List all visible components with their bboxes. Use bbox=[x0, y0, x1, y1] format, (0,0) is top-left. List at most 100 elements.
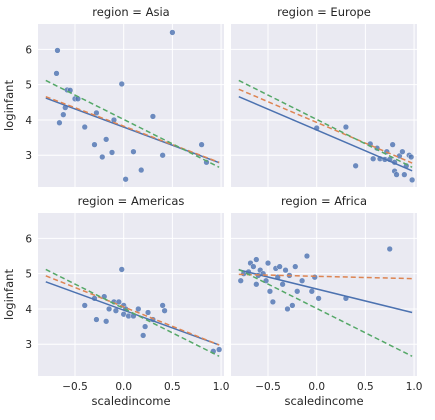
data-point bbox=[342, 123, 350, 131]
data-point bbox=[389, 141, 396, 148]
data-point bbox=[393, 171, 400, 178]
data-point bbox=[216, 346, 223, 353]
data-point bbox=[269, 298, 276, 306]
panel-background bbox=[231, 213, 417, 376]
data-point bbox=[56, 119, 63, 126]
data-point bbox=[118, 266, 125, 273]
data-point bbox=[409, 176, 416, 184]
data-point bbox=[108, 149, 116, 156]
data-point bbox=[135, 305, 142, 313]
x-axis-label: scaledincome bbox=[284, 394, 363, 408]
data-point bbox=[144, 309, 152, 316]
x-tick-label: 0.0 bbox=[115, 381, 132, 393]
x-tick-label: 0.5 bbox=[357, 381, 374, 393]
data-point bbox=[264, 259, 272, 267]
data-point bbox=[142, 323, 149, 330]
data-point bbox=[253, 281, 260, 288]
data-point bbox=[99, 153, 106, 161]
fit-line-orange bbox=[45, 275, 220, 346]
y-tick-label: 4 bbox=[25, 304, 32, 316]
fit-line-green bbox=[238, 79, 413, 168]
y-tick-label: 4 bbox=[25, 115, 32, 127]
fit-line-orange bbox=[238, 273, 413, 280]
fit-line-orange bbox=[238, 88, 413, 164]
data-point bbox=[91, 141, 98, 148]
panel-title: region = Americas bbox=[78, 194, 185, 208]
x-tick-label: −0.5 bbox=[62, 381, 88, 393]
y-tick-label: 3 bbox=[25, 339, 32, 351]
y-axis-label: loginfant bbox=[2, 80, 16, 131]
data-point bbox=[315, 295, 322, 302]
x-tick-label: 1.0 bbox=[406, 381, 423, 393]
data-point bbox=[105, 305, 113, 313]
data-point bbox=[311, 274, 318, 281]
data-point bbox=[289, 302, 296, 309]
data-point bbox=[149, 113, 157, 120]
panel-title: region = Europe bbox=[277, 5, 371, 19]
data-point bbox=[54, 47, 61, 54]
data-point bbox=[401, 171, 408, 178]
data-point bbox=[386, 245, 393, 253]
fit-line-blue bbox=[238, 95, 413, 172]
data-point bbox=[122, 176, 129, 183]
data-point bbox=[115, 298, 122, 306]
data-point bbox=[282, 267, 289, 274]
data-point bbox=[81, 302, 88, 309]
data-point bbox=[253, 256, 260, 263]
fit-line-green bbox=[45, 268, 220, 357]
panel-title: region = Asia bbox=[92, 5, 169, 19]
x-tick-label: 0.5 bbox=[164, 381, 181, 393]
y-tick-label: 5 bbox=[25, 269, 32, 281]
x-tick-label: 0.0 bbox=[308, 381, 325, 393]
y-tick-label: 6 bbox=[25, 233, 32, 245]
data-point bbox=[276, 263, 283, 270]
data-point bbox=[237, 277, 244, 284]
data-point bbox=[292, 263, 299, 270]
data-point bbox=[93, 316, 100, 323]
y-tick-label: 3 bbox=[25, 150, 32, 162]
data-point bbox=[308, 288, 315, 295]
panel-2: region = Americas 3 4 5 6 loginfant −0.5 0.0 0.5… bbox=[2, 194, 229, 408]
data-point bbox=[303, 252, 311, 260]
data-point bbox=[399, 148, 406, 155]
data-point bbox=[81, 123, 88, 131]
panel-3: region = Africa −0.5 0.0 0.5 1.0 scaledincome bbox=[231, 194, 422, 408]
data-point bbox=[60, 111, 67, 118]
x-tick-label: −0.5 bbox=[255, 381, 281, 393]
data-point bbox=[266, 288, 274, 295]
data-point bbox=[198, 141, 205, 148]
data-point bbox=[298, 277, 306, 284]
data-point bbox=[250, 263, 257, 270]
data-point bbox=[103, 136, 110, 143]
fit-line-blue bbox=[238, 269, 413, 314]
data-point bbox=[352, 162, 359, 169]
x-tick-label: 1.0 bbox=[213, 381, 230, 393]
y-tick-label: 5 bbox=[25, 80, 32, 92]
fit-line-green bbox=[238, 268, 413, 357]
data-point bbox=[159, 152, 166, 159]
panel-0: region = Asia 3 4 5 6 loginfant bbox=[2, 5, 224, 187]
data-point bbox=[169, 29, 176, 36]
data-point bbox=[103, 318, 110, 325]
y-axis-label: loginfant bbox=[2, 269, 16, 320]
data-point bbox=[294, 288, 301, 295]
panel-1: region = Europe bbox=[231, 5, 417, 187]
x-axis-label: scaledincome bbox=[91, 394, 170, 408]
y-tick-label: 6 bbox=[25, 44, 32, 56]
data-point bbox=[140, 332, 147, 339]
data-point bbox=[118, 80, 125, 88]
data-point bbox=[138, 166, 145, 174]
panel-background bbox=[38, 213, 224, 376]
data-point bbox=[408, 153, 415, 161]
data-point bbox=[370, 155, 377, 162]
fit-line-green bbox=[45, 79, 220, 168]
data-point bbox=[93, 109, 100, 117]
data-point bbox=[279, 281, 286, 288]
data-point bbox=[161, 307, 168, 314]
data-point bbox=[53, 70, 60, 77]
panel-title: region = Africa bbox=[281, 194, 367, 208]
fit-line-orange bbox=[45, 95, 220, 164]
data-point bbox=[159, 302, 166, 309]
data-point bbox=[284, 305, 291, 313]
